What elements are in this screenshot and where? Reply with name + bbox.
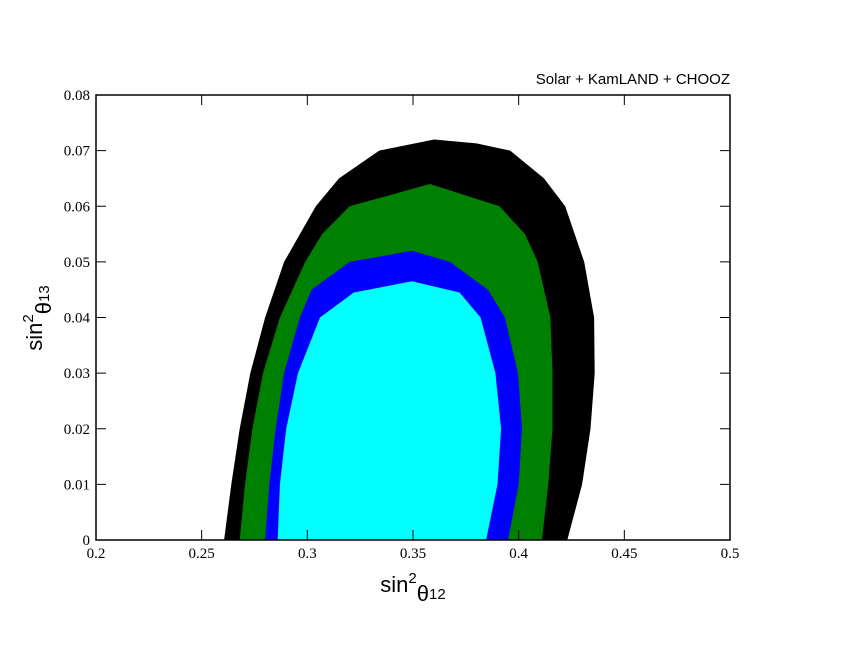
y-tick-label: 0 <box>83 533 91 549</box>
x-tick-label: 0.5 <box>721 546 740 562</box>
x-tick-label: 0.35 <box>400 546 426 562</box>
y-tick-label: 0.03 <box>64 366 90 382</box>
x-tick-label: 0.25 <box>189 546 215 562</box>
x-axis-label-part: 2 <box>408 570 416 587</box>
y-axis-label-part: 2 <box>20 314 37 322</box>
contour-region <box>277 281 502 540</box>
x-axis-label: sin2θ12 <box>380 570 445 606</box>
x-tick-label: 0.4 <box>509 546 528 562</box>
x-axis-label-part: 12 <box>429 586 446 603</box>
y-tick-label: 0.01 <box>64 477 90 493</box>
y-tick-label: 0.07 <box>64 144 91 160</box>
annotation: Solar + KamLAND + CHOOZ <box>536 71 730 88</box>
y-axis-label-part: 13 <box>36 285 53 302</box>
x-axis-label-part: θ <box>417 581 429 606</box>
y-tick-label: 0.06 <box>64 199 91 215</box>
y-tick-label: 0.08 <box>64 88 90 104</box>
y-tick-label: 0.05 <box>64 255 90 271</box>
x-tick-label: 0.2 <box>87 546 106 562</box>
y-axis-label-part: θ <box>31 302 56 314</box>
x-axis-label-part: sin <box>380 572 408 597</box>
y-tick-label: 0.04 <box>64 311 91 327</box>
x-tick-label: 0.3 <box>298 546 317 562</box>
y-axis-label-part: sin <box>22 323 47 351</box>
y-tick-label: 0.02 <box>64 422 90 438</box>
y-axis-label: sin2θ13 <box>20 285 56 350</box>
x-tick-label: 0.45 <box>611 546 637 562</box>
